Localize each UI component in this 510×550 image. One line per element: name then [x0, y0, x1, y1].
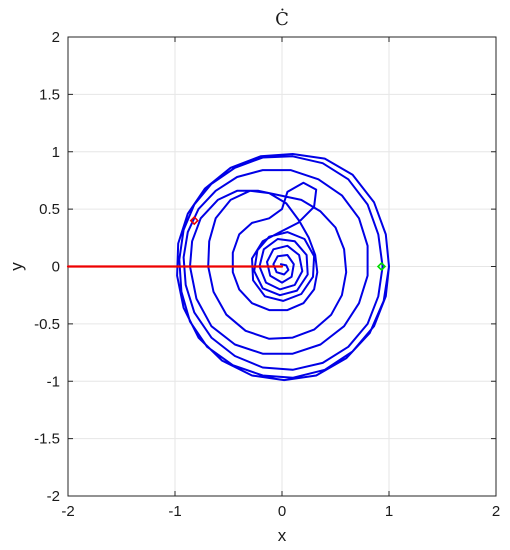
series	[66, 153, 390, 382]
x-tick-labels: -2 -1 0 1 2	[61, 503, 500, 520]
end-marker	[376, 261, 387, 272]
y-tick-label: 1.5	[39, 86, 60, 103]
x-tick-label: 0	[278, 503, 286, 520]
y-tick-label: -1.5	[34, 431, 60, 448]
y-tick-label: 0.5	[39, 201, 60, 218]
x-tick-label: -2	[61, 503, 74, 520]
y-tick-label: -0.5	[34, 316, 60, 333]
x-axis-title: x	[278, 526, 287, 545]
x-tick-label: 2	[492, 503, 500, 520]
y-axis-title: y	[7, 262, 26, 271]
y-tick-label: 2	[52, 29, 60, 46]
y-tick-label: 1	[52, 144, 60, 161]
chart-title: Ċ	[275, 7, 289, 30]
y-tick-labels: -2 -1.5 -1 -0.5 0 0.5 1 1.5 2	[34, 29, 60, 505]
tick-marks	[67, 36, 497, 497]
y-tick-label: -2	[47, 488, 60, 505]
y-tick-label: -1	[47, 373, 60, 390]
y-tick-label: 0	[52, 259, 60, 276]
spiral-trajectory	[176, 153, 390, 382]
start-marker	[189, 215, 199, 226]
x-tick-label: 1	[385, 503, 393, 520]
x-tick-label: -1	[168, 503, 181, 520]
